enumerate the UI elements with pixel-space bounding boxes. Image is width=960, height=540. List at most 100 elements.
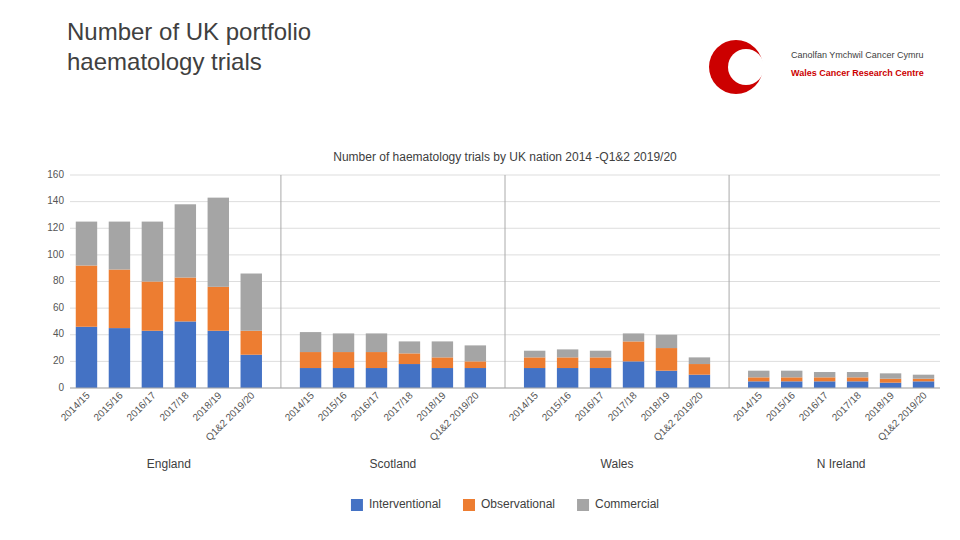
- x-tick-label: Q1&2 2019/20: [876, 389, 930, 443]
- y-tick-label: 80: [53, 275, 65, 286]
- bar-segment: [656, 348, 677, 371]
- bar-segment: [208, 198, 229, 287]
- group-separator: [505, 175, 506, 388]
- group-label: Wales: [601, 457, 634, 471]
- bar-segment: [913, 381, 934, 388]
- bar-segment: [913, 375, 934, 379]
- x-tick-label: 2017/18: [830, 389, 864, 423]
- group-label: N Ireland: [817, 457, 866, 471]
- bar-segment: [781, 381, 802, 388]
- x-tick-label: 2016/17: [573, 389, 607, 423]
- bar-segment: [689, 375, 710, 388]
- bar-segment: [366, 333, 387, 352]
- bar-segment: [880, 383, 901, 388]
- y-tick-label: 20: [53, 355, 65, 366]
- x-tick-label: Q1&2 2019/20: [651, 389, 705, 443]
- bar-segment: [590, 368, 611, 388]
- bar-segment: [748, 381, 769, 388]
- x-tick-label: 2014/15: [731, 389, 765, 423]
- bar-segment: [847, 381, 868, 388]
- bar-segment: [623, 333, 644, 341]
- group-separator: [729, 175, 730, 388]
- bar-segment: [432, 341, 453, 357]
- title: Number of UK portfoliohaematology trials: [67, 18, 311, 75]
- y-tick-label: 160: [47, 169, 64, 180]
- bar-segment: [748, 371, 769, 378]
- bar-segment: [557, 357, 578, 368]
- x-tick-label: 2014/15: [283, 389, 317, 423]
- x-tick-label: 2014/15: [507, 389, 541, 423]
- x-tick-label: 2015/16: [540, 389, 574, 423]
- x-tick-label: 2016/17: [349, 389, 383, 423]
- bar-segment: [689, 364, 710, 375]
- bar-segment: [208, 331, 229, 388]
- bar-segment: [880, 379, 901, 383]
- bar-segment: [814, 381, 835, 388]
- bar-segment: [623, 341, 644, 361]
- group-separator: [280, 175, 281, 388]
- bar-segment: [557, 368, 578, 388]
- x-tick-label: 2018/19: [414, 389, 448, 423]
- bar-segment: [76, 222, 97, 266]
- annotation: Canolfan Ymchwil Cancer Cymru: [791, 50, 923, 60]
- x-tick-label: 2014/15: [59, 389, 93, 423]
- bar-segment: [76, 327, 97, 388]
- bar-segment: [142, 331, 163, 388]
- bar-segment: [524, 351, 545, 358]
- bar-segment: [333, 368, 354, 388]
- bar-segment: [366, 368, 387, 388]
- bar-segment: [465, 361, 486, 368]
- x-tick-label: 2016/17: [124, 389, 158, 423]
- x-axis: [70, 388, 940, 389]
- legend-swatch: [577, 499, 589, 511]
- x-tick-label: 2015/16: [316, 389, 350, 423]
- bar-segment: [748, 377, 769, 381]
- bar-segment: [208, 287, 229, 331]
- bar-segment: [333, 333, 354, 352]
- bar-segment: [366, 352, 387, 368]
- legend-label: Interventional: [369, 497, 441, 511]
- x-tick-label: 2018/19: [190, 389, 224, 423]
- bar-segment: [333, 352, 354, 368]
- bar-segment: [557, 349, 578, 357]
- bar-segment: [590, 351, 611, 358]
- bar-segment: [656, 335, 677, 348]
- legend: InterventionalObservationalCommercial: [351, 497, 659, 511]
- bar-segment: [175, 204, 196, 277]
- bar-segment: [689, 357, 710, 364]
- bar-segment: [76, 266, 97, 327]
- group-label: Scotland: [370, 457, 417, 471]
- x-tick-label: 2017/18: [382, 389, 416, 423]
- x-tick-label: Q1&2 2019/20: [427, 389, 481, 443]
- bar-segment: [880, 373, 901, 378]
- bar-segment: [241, 355, 262, 388]
- x-tick-label: Q1&2 2019/20: [203, 389, 257, 443]
- legend-label: Observational: [481, 497, 555, 511]
- bar-segment: [300, 332, 321, 352]
- x-tick-label: 2017/18: [157, 389, 191, 423]
- legend-swatch: [463, 499, 475, 511]
- x-tick-label: 2018/19: [863, 389, 897, 423]
- bar-segment: [656, 371, 677, 388]
- subtitle: Number of haematology trials by UK natio…: [333, 150, 677, 164]
- bar-segment: [432, 357, 453, 368]
- x-tick-label: 2018/19: [639, 389, 673, 423]
- bar-segment: [781, 377, 802, 381]
- bar-segment: [241, 331, 262, 355]
- legend-swatch: [351, 499, 363, 511]
- x-tick-label: 2017/18: [606, 389, 640, 423]
- plot-area: [76, 175, 934, 388]
- bar-segment: [524, 368, 545, 388]
- y-tick-label: 60: [53, 302, 65, 313]
- bar-segment: [300, 368, 321, 388]
- bar-segment: [432, 368, 453, 388]
- bar-segment: [300, 352, 321, 368]
- annotation: Wales Cancer Research Centre: [791, 68, 924, 78]
- bar-segment: [847, 377, 868, 381]
- bar-segment: [465, 368, 486, 388]
- y-tick-label: 40: [53, 328, 65, 339]
- x-tick-label: 2015/16: [92, 389, 126, 423]
- bar-segment: [175, 321, 196, 388]
- bar-segment: [781, 371, 802, 378]
- bar-segment: [847, 372, 868, 377]
